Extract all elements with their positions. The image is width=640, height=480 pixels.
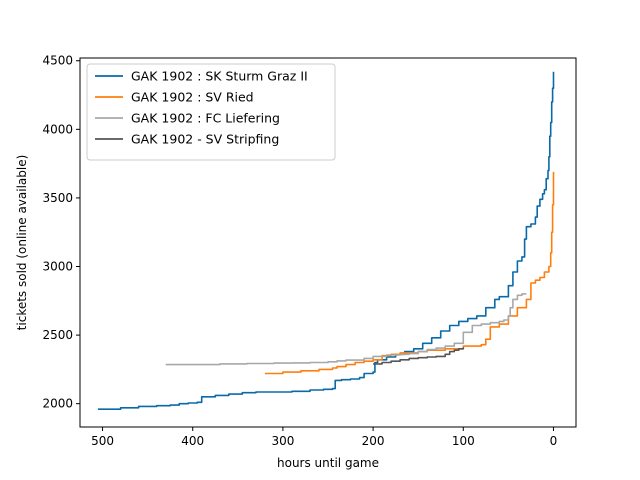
y-axis: 2000 2500 3000 3500 4000 4500 <box>42 54 80 411</box>
y-tick-label: 3500 <box>42 191 73 205</box>
series-line-4 <box>373 347 465 365</box>
plot-frame <box>79 57 577 428</box>
series-line-3 <box>165 293 527 366</box>
y-axis-label: tickets sold (online available) <box>15 155 29 331</box>
y-tick-label: 3000 <box>42 260 73 274</box>
x-tick-label: 100 <box>452 434 475 448</box>
y-tick-label: 2000 <box>42 397 73 411</box>
legend-label: GAK 1902 - SV Stripfing <box>131 132 279 147</box>
y-tick-label: 2500 <box>42 328 73 342</box>
x-tick-label: 300 <box>271 434 294 448</box>
legend-label: GAK 1902 : FC Liefering <box>131 111 280 126</box>
x-axis: 500 400 300 200 100 0 <box>91 427 557 448</box>
series-line-1 <box>98 71 555 410</box>
legend-label: GAK 1902 : SV Ried <box>131 90 254 105</box>
x-tick-label: 500 <box>91 434 114 448</box>
x-axis-label: hours until game <box>277 456 379 470</box>
x-tick-label: 0 <box>550 434 558 448</box>
x-tick-label: 400 <box>181 434 204 448</box>
y-tick-label: 4000 <box>42 122 73 136</box>
legend-box <box>86 63 336 161</box>
legend: GAK 1902 : SK Sturm Graz II GAK 1902 : SV… <box>86 63 336 161</box>
plot-lines <box>98 71 555 410</box>
legend-label: GAK 1902 : SK Sturm Graz II <box>131 69 308 84</box>
y-tick-label: 4500 <box>42 54 73 68</box>
x-tick-label: 200 <box>362 434 385 448</box>
series-line-2 <box>264 171 555 375</box>
